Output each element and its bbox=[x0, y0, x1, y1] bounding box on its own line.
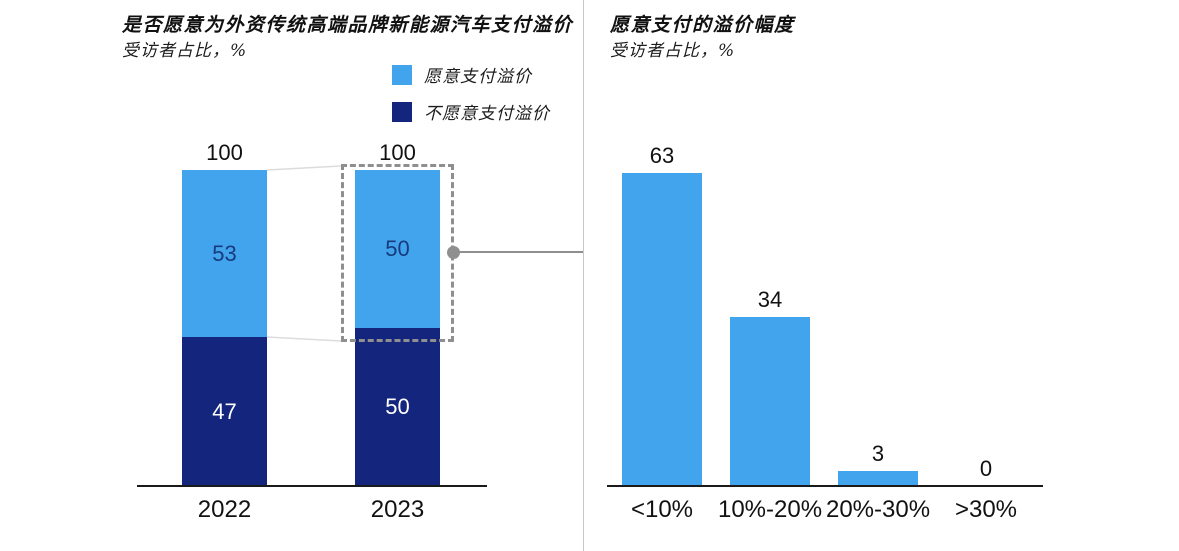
segment-value-2022-不愿意支付溢价: 47 bbox=[212, 398, 237, 424]
total-label-2022: 100 bbox=[206, 140, 243, 165]
x-tick-10%-20%: 10%-20% bbox=[717, 496, 823, 523]
x-tick-<10%: <10% bbox=[630, 496, 694, 523]
bar-value->30%: 0 bbox=[979, 456, 993, 481]
faint-connector-bottom bbox=[266, 336, 342, 342]
bar-segment-2023-愿意支付溢价 bbox=[355, 170, 440, 328]
bar-20%-30% bbox=[838, 471, 918, 486]
x-tick-2023: 2023 bbox=[370, 496, 425, 523]
x-tick->30%: >30% bbox=[954, 496, 1018, 523]
bar-segment-2023-不愿意支付溢价 bbox=[355, 328, 440, 486]
legend-item-愿意支付溢价: 愿意支付溢价 bbox=[392, 62, 550, 87]
left-chart-title: 是否愿意为外资传统高端品牌新能源汽车支付溢价 bbox=[122, 14, 574, 36]
callout-dot bbox=[447, 246, 460, 259]
segment-value-2022-愿意支付溢价: 53 bbox=[212, 240, 237, 266]
bar-value-20%-30%: 3 bbox=[871, 441, 885, 467]
right-chart-title: 愿意支付的溢价幅度 bbox=[610, 14, 795, 36]
x-tick-2022: 2022 bbox=[197, 496, 252, 523]
legend-swatch-icon bbox=[392, 64, 412, 85]
right-chart-subtitle: 受访者占比，% bbox=[610, 41, 736, 61]
legend-label: 愿意支付溢价 bbox=[424, 67, 532, 87]
total-label-2023: 100 bbox=[379, 140, 416, 165]
panel-divider bbox=[583, 0, 584, 551]
bar-value-<10%: 63 bbox=[649, 142, 675, 168]
left-chart-x-axis bbox=[137, 485, 487, 487]
x-tick-20%-30%: 20%-30% bbox=[825, 496, 931, 523]
chart-legend: 愿意支付溢价 不愿意支付溢价 bbox=[392, 62, 550, 124]
left-chart-subtitle: 受访者占比，% bbox=[122, 41, 248, 61]
bar-value-10%-20%: 34 bbox=[757, 287, 783, 313]
bar-10%-20% bbox=[730, 317, 810, 486]
bar-segment-2022-不愿意支付溢价 bbox=[182, 337, 267, 486]
legend-item-不愿意支付溢价: 不愿意支付溢价 bbox=[392, 99, 550, 124]
faint-connector-top bbox=[266, 165, 342, 171]
callout-connector-line bbox=[458, 251, 583, 253]
bar-segment-2022-愿意支付溢价 bbox=[182, 170, 267, 338]
segment-value-2023-愿意支付溢价: 50 bbox=[385, 236, 410, 261]
segment-value-2023-不愿意支付溢价: 50 bbox=[385, 394, 410, 419]
right-chart-x-axis bbox=[607, 485, 1043, 487]
legend-label: 不愿意支付溢价 bbox=[424, 104, 550, 124]
highlight-dashed-box bbox=[341, 164, 454, 342]
legend-swatch-icon bbox=[392, 101, 412, 122]
bar-<10% bbox=[622, 172, 702, 486]
